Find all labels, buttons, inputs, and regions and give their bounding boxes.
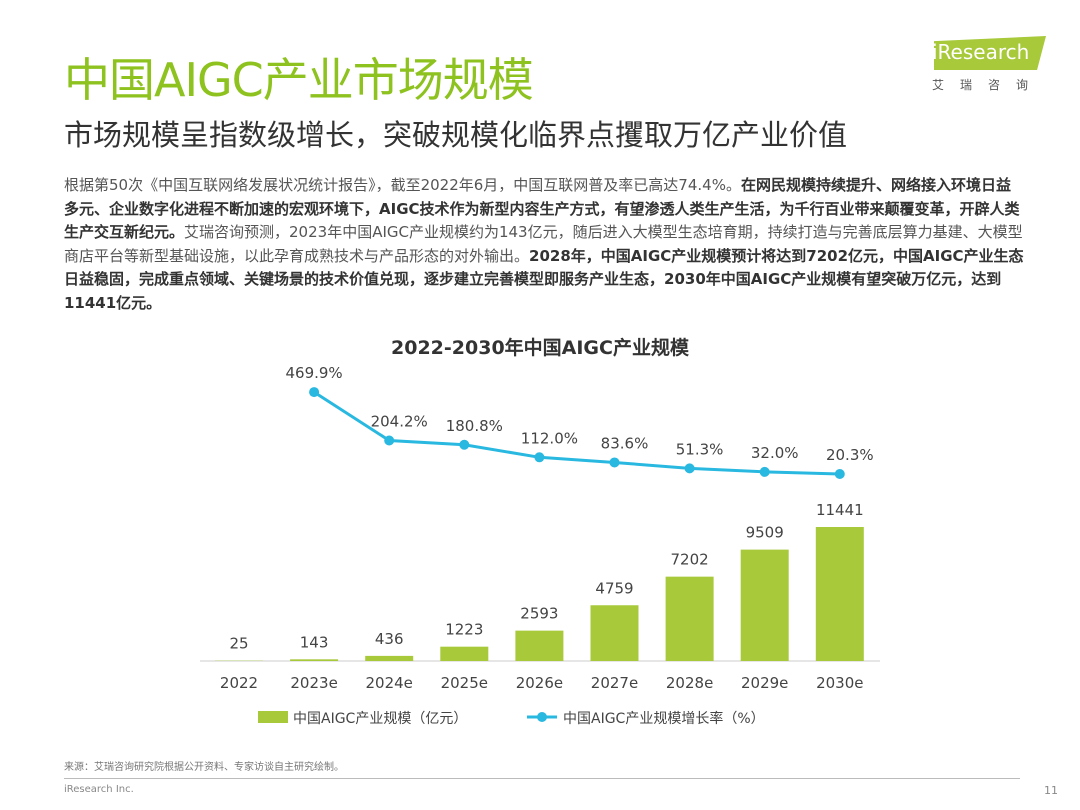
page-number: 11 [1044, 784, 1058, 797]
x-tick-label: 2023e [290, 674, 337, 692]
x-tick-label: 2026e [516, 674, 563, 692]
growth-point [834, 469, 845, 479]
growth-label: 83.6% [601, 434, 649, 452]
growth-label: 469.9% [285, 364, 342, 382]
chart-title: 2022-2030年中国AIGC产业规模 [391, 336, 690, 359]
bar-label: 436 [375, 630, 404, 648]
source-note: 来源：艾瑞咨询研究院根据公开资料、专家访谈自主研究绘制。 [64, 762, 344, 773]
iresearch-logo: iResearch 艾瑞咨询 [928, 36, 1048, 96]
body-seg-0: 根据第50次《中国互联网络发展状况统计报告》，截至2022年6月，中国互联网普及… [64, 176, 741, 194]
legend-line-label: 中国AIGC产业规模增长率（%） [563, 710, 765, 727]
growth-label: 51.3% [676, 440, 724, 458]
growth-point [309, 387, 320, 398]
bar-label: 7202 [671, 551, 709, 569]
body-seg-2: 艾瑞咨询预测，2023年中国AIGC产业规模约为143亿元，随后进入大模型生态培… [64, 223, 1023, 265]
growth-line [313, 390, 840, 476]
bar-label: 143 [300, 633, 329, 651]
bar-label: 11441 [816, 501, 864, 519]
x-tick-label: 2027e [591, 674, 638, 692]
x-tick-label: 2029e [741, 674, 788, 692]
growth-label: 32.0% [751, 444, 799, 462]
bar-label: 4759 [595, 579, 633, 597]
legend-line-marker [537, 712, 547, 722]
footer-divider [64, 778, 1020, 779]
growth-point [609, 457, 620, 468]
bar-label: 25 [229, 635, 248, 653]
bar [740, 549, 789, 661]
x-tick-label: 2028e [666, 674, 713, 692]
bar-label: 9509 [746, 524, 784, 542]
bar [365, 655, 414, 661]
body-seg-1: 在网民规模持续提升、网络接入环境日益多元、企业数字化进程不断加速的宏观环境下，A… [64, 176, 1020, 241]
x-tick-label: 2030e [816, 674, 863, 692]
bar-label: 1223 [445, 621, 483, 639]
bar [590, 605, 639, 661]
bar [515, 630, 564, 661]
x-tick-label: 2022 [220, 674, 258, 692]
x-tick-label: 2025e [441, 674, 488, 692]
body-seg-3: 2028年，中国AIGC产业规模预计将达到7202亿元，中国AIGC产业生态日益… [64, 246, 1024, 312]
growth-point [759, 466, 770, 477]
legend-bar-swatch [258, 711, 288, 723]
growth-point [534, 452, 545, 463]
growth-point [684, 463, 695, 474]
copyright: iResearch Inc. [64, 784, 134, 795]
growth-point [384, 435, 395, 446]
growth-label: 180.8% [446, 417, 503, 435]
growth-label: 204.2% [371, 412, 428, 430]
page-title: 中国AIGC产业市场规模 [64, 53, 534, 107]
growth-label: 112.0% [521, 429, 578, 447]
bar [290, 659, 339, 661]
legend-bar-label: 中国AIGC产业规模（亿元） [293, 711, 467, 727]
bar [665, 576, 714, 661]
bar [440, 646, 489, 661]
growth-point [459, 439, 470, 450]
page-subtitle: 市场规模呈指数级增长，突破规模化临界点攫取万亿产业价值 [64, 118, 848, 152]
bar [815, 527, 864, 661]
x-tick-label: 2024e [365, 674, 412, 692]
bar-label: 2593 [520, 605, 558, 623]
body-text: 根据第50次《中国互联网络发展状况统计报告》，截至2022年6月，中国互联网普及… [64, 174, 1024, 315]
growth-label: 20.3% [826, 446, 874, 464]
